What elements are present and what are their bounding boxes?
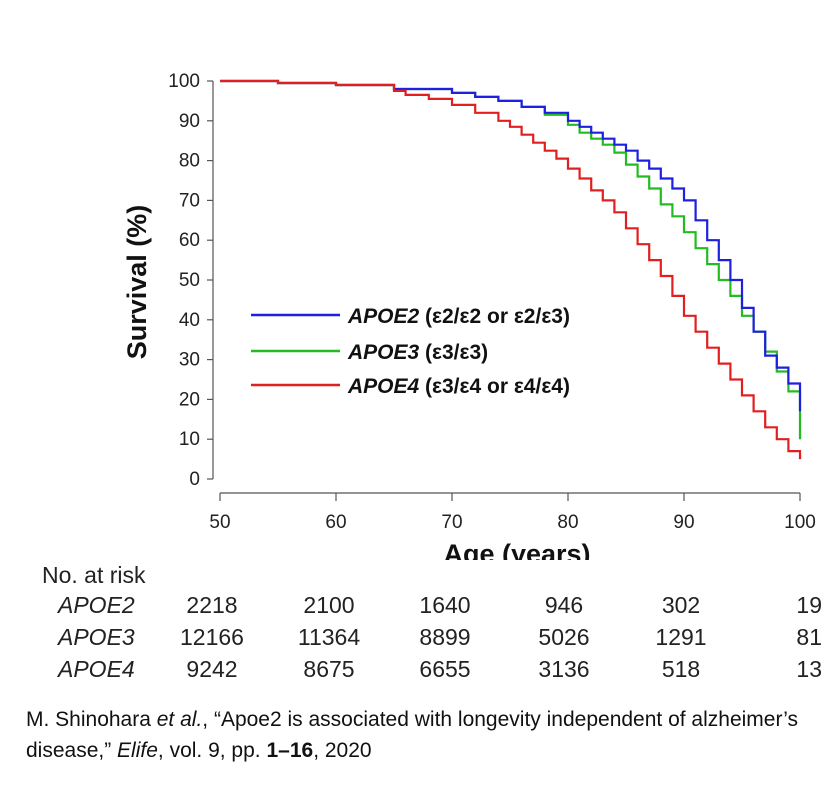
risk-row-label: APOE4 [58, 656, 135, 682]
x-tick-label: 60 [325, 512, 346, 533]
risk-cell: 13 [796, 656, 822, 682]
citation-etal: et al. [156, 708, 203, 731]
y-tick-label: 70 [179, 190, 200, 211]
x-tick-label: 70 [441, 512, 462, 533]
risk-cell: 11364 [297, 624, 361, 650]
y-axis-title: Survival (%) [122, 205, 152, 360]
legend-genotype-label: (ε3/ε3) [425, 341, 488, 364]
legend-entry-apoe3: APOE3 (ε3/ε3) [347, 341, 488, 364]
risk-cell: 8675 [303, 656, 355, 682]
legend-genotype-label: (ε2/ε2 or ε2/ε3) [425, 305, 570, 328]
y-tick-label: 20 [179, 389, 200, 410]
y-tick-label: 0 [189, 469, 200, 490]
risk-cell: 1291 [655, 624, 707, 650]
y-tick-label: 80 [179, 151, 200, 172]
risk-row-label: APOE3 [58, 624, 135, 650]
citation-authors: M. Shinohara [26, 708, 157, 731]
risk-cell: 6655 [419, 656, 471, 682]
citation-volume: , vol. 9, pp. [157, 739, 267, 762]
risk-cell: 9242 [186, 656, 238, 682]
risk-row-label: APOE2 [58, 592, 135, 618]
x-tick-label: 80 [557, 512, 578, 533]
x-tick-label: 100 [784, 512, 816, 533]
x-tick-label: 50 [209, 512, 230, 533]
x-axis-title: Age (years) [443, 539, 590, 560]
chart-legend: APOE2 (ε2/ε2 or ε2/ε3)APOE3 (ε3/ε3)APOE4… [251, 305, 570, 398]
risk-table: No. at risk APOE2 2218 2100 1640 946 302 19 APO… [0, 556, 832, 688]
citation-pages: 1–16 [266, 739, 314, 762]
survival-chart: 50 60 70 80 90 100 0 10 20 30 40 50 60 70 80 90 100 APOE… [122, 71, 816, 560]
risk-cell: 19 [796, 592, 822, 618]
y-tick-label: 90 [179, 111, 200, 132]
risk-cell: 946 [544, 592, 584, 618]
citation: M. Shinohara et al., “Apoe2 is associate… [26, 704, 806, 766]
risk-cell: 2100 [303, 592, 355, 618]
citation-year: , 2020 [313, 739, 372, 762]
legend-entry-apoe2: APOE2 (ε2/ε2 or ε2/ε3) [347, 305, 570, 328]
risk-cell: 518 [661, 656, 701, 682]
citation-journal: Elife [117, 739, 158, 762]
x-tick-label: 90 [673, 512, 694, 533]
citation-title: , “Apoe2 is associated with longevity in… [26, 708, 799, 762]
legend-gene-label: APOE4 [347, 375, 420, 398]
legend-gene-label: APOE3 [347, 341, 420, 364]
y-tick-label: 10 [179, 429, 200, 450]
risk-row-apoe3: APOE3 12166 11364 8899 5026 1291 81 [0, 624, 832, 656]
risk-cell: 2218 [186, 592, 238, 618]
risk-cell: 8899 [419, 624, 471, 650]
y-tick-label: 30 [179, 350, 200, 371]
legend-entry-apoe4: APOE4 (ε3/ε4 or ε4/ε4) [347, 375, 570, 398]
risk-cell: 1640 [419, 592, 471, 618]
risk-table-title: No. at risk [42, 562, 146, 588]
legend-gene-label: APOE2 [347, 305, 420, 328]
risk-row-apoe2: APOE2 2218 2100 1640 946 302 19 [0, 592, 832, 624]
series-line-apoe4 [220, 79, 802, 460]
risk-cell: 12166 [180, 624, 244, 650]
y-tick-label: 60 [179, 230, 200, 251]
series-line-apoe2 [220, 79, 802, 412]
chart-series [220, 79, 802, 460]
chart-axes: 50 60 70 80 90 100 0 10 20 30 40 50 60 70 80 90 100 [168, 71, 816, 533]
y-tick-label: 40 [179, 310, 200, 331]
risk-cell: 5026 [538, 624, 590, 650]
risk-cell: 3136 [538, 656, 590, 682]
y-tick-label: 100 [168, 71, 200, 92]
risk-row-apoe4: APOE4 9242 8675 6655 3136 518 13 [0, 656, 832, 688]
risk-cell: 81 [796, 624, 822, 650]
risk-cell: 302 [661, 592, 701, 618]
y-tick-label: 50 [179, 270, 200, 291]
legend-genotype-label: (ε3/ε4 or ε4/ε4) [425, 375, 570, 398]
